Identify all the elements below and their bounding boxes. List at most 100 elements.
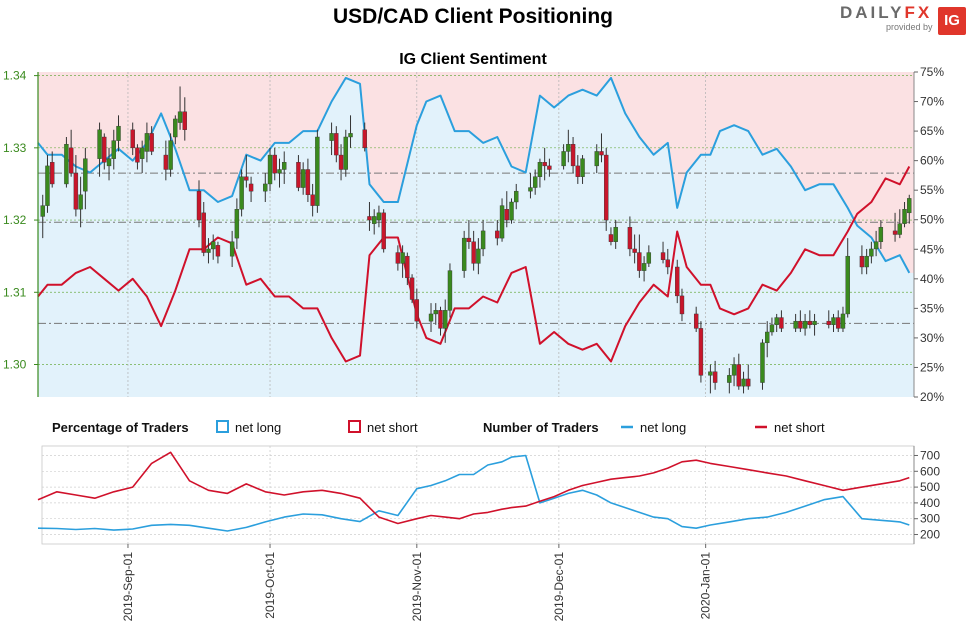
candle-body — [343, 136, 348, 170]
candle-body — [300, 169, 306, 188]
candle-body — [215, 245, 221, 257]
candle-body — [840, 313, 846, 329]
candle-body — [736, 364, 741, 387]
candle-body — [873, 241, 879, 250]
percent-tick-label: 65% — [920, 124, 944, 138]
candle-body — [267, 154, 273, 185]
candle-body — [532, 176, 538, 188]
candle-body — [504, 209, 509, 221]
traders-tick-label: 400 — [920, 496, 940, 510]
dailyfx-logo: DAILYFX provided by IG — [840, 3, 968, 37]
date-tick-label: 2019-Nov-01 — [410, 552, 424, 622]
candle-body — [575, 165, 581, 177]
num-net-long-line — [37, 454, 910, 532]
candle-body — [443, 310, 448, 329]
pct-net-short-line — [37, 166, 911, 363]
candle-body — [793, 320, 798, 329]
date-tick-label: 2019-Dec-01 — [552, 552, 566, 622]
candle-body — [196, 190, 202, 221]
candle-body — [438, 310, 443, 329]
candle-body — [73, 172, 79, 210]
traders-lines — [37, 451, 910, 532]
candle-body — [139, 147, 145, 159]
candle-body — [78, 194, 83, 210]
candle-body — [371, 216, 377, 224]
candle-body — [892, 230, 898, 235]
candle-body — [234, 209, 240, 239]
candle-body — [727, 375, 732, 383]
candle-body — [679, 295, 685, 315]
candle-body — [239, 176, 244, 210]
price-tick-label: 1.32 — [3, 213, 27, 227]
candle-body — [514, 190, 519, 203]
candle-body — [660, 252, 666, 260]
percent-tick-label: 25% — [920, 360, 944, 374]
candle-body — [802, 320, 808, 329]
candle-body — [229, 241, 235, 257]
candle-body — [807, 320, 813, 325]
candle-body — [106, 158, 112, 167]
percent-tick-label: 50% — [920, 213, 944, 227]
percent-tick-label: 20% — [920, 390, 944, 404]
legend-pct-short-label: net short — [367, 420, 418, 435]
legend-pct-long-swatch — [216, 420, 229, 433]
logo-wordmark: DAILYFX — [840, 3, 932, 23]
candle-body — [111, 140, 116, 159]
sentiment-area-layer — [38, 72, 914, 397]
traders-tick-label: 600 — [920, 464, 940, 478]
candle-body — [698, 328, 704, 376]
price-tick-label: 1.31 — [3, 285, 27, 299]
candle-body — [395, 252, 401, 264]
candle-body — [248, 183, 254, 192]
candle-body — [570, 144, 576, 167]
candle-body — [831, 317, 836, 325]
candle-body — [812, 320, 817, 325]
candle-body — [367, 216, 372, 221]
candle-body — [907, 198, 912, 214]
candle-body — [68, 147, 74, 174]
candle-body — [746, 378, 751, 387]
candle-body — [774, 317, 779, 325]
candle-body — [409, 277, 415, 300]
candle-body — [461, 237, 467, 271]
legend-pct-heading: Percentage of Traders — [52, 420, 189, 435]
page-title: USD/CAD Client Positioning — [333, 5, 613, 28]
candle-body — [334, 133, 339, 156]
top-axes: 1.30 1.31 1.32 1.33 1.34 20% 25% 30% 35% 40% 45% 50… — [3, 65, 944, 404]
legend-num-heading: Number of Traders — [483, 420, 599, 435]
candle-body — [405, 255, 410, 279]
candle-body — [210, 241, 216, 250]
candle-body — [476, 248, 481, 264]
percent-tick-label: 60% — [920, 154, 944, 168]
percent-tick-label: 45% — [920, 242, 944, 256]
traders-tick-label: 500 — [920, 480, 940, 494]
candle-body — [376, 212, 382, 221]
candle-body — [547, 165, 552, 170]
candle-body — [102, 136, 107, 163]
price-tick-label: 1.34 — [3, 69, 27, 83]
logo-word-b: FX — [904, 3, 933, 22]
candle-body — [509, 201, 514, 221]
candle-body — [201, 212, 206, 253]
bottom-axes: 200 300 400 500 600 700 — [913, 446, 940, 544]
candle-body — [902, 209, 907, 224]
candle-body — [272, 154, 277, 174]
candle-body — [315, 136, 320, 206]
candle-body — [206, 248, 211, 253]
percent-tick-label: 75% — [920, 65, 944, 79]
candle-body — [528, 187, 533, 192]
legend: Percentage of Traders net long net short… — [52, 420, 825, 435]
percent-tick-label: 35% — [920, 301, 944, 315]
percent-tick-label: 40% — [920, 272, 944, 286]
candle-body — [97, 129, 102, 159]
candle-body — [646, 252, 652, 264]
candle-body — [779, 317, 784, 329]
ig-badge: IG — [938, 7, 966, 35]
candle-body — [338, 154, 344, 170]
percent-tick-label: 55% — [920, 183, 944, 197]
candle-body — [693, 313, 699, 329]
num-net-short-line — [37, 451, 910, 525]
candle-body — [675, 266, 680, 297]
candle-body — [130, 129, 135, 149]
candle-body — [897, 223, 902, 235]
